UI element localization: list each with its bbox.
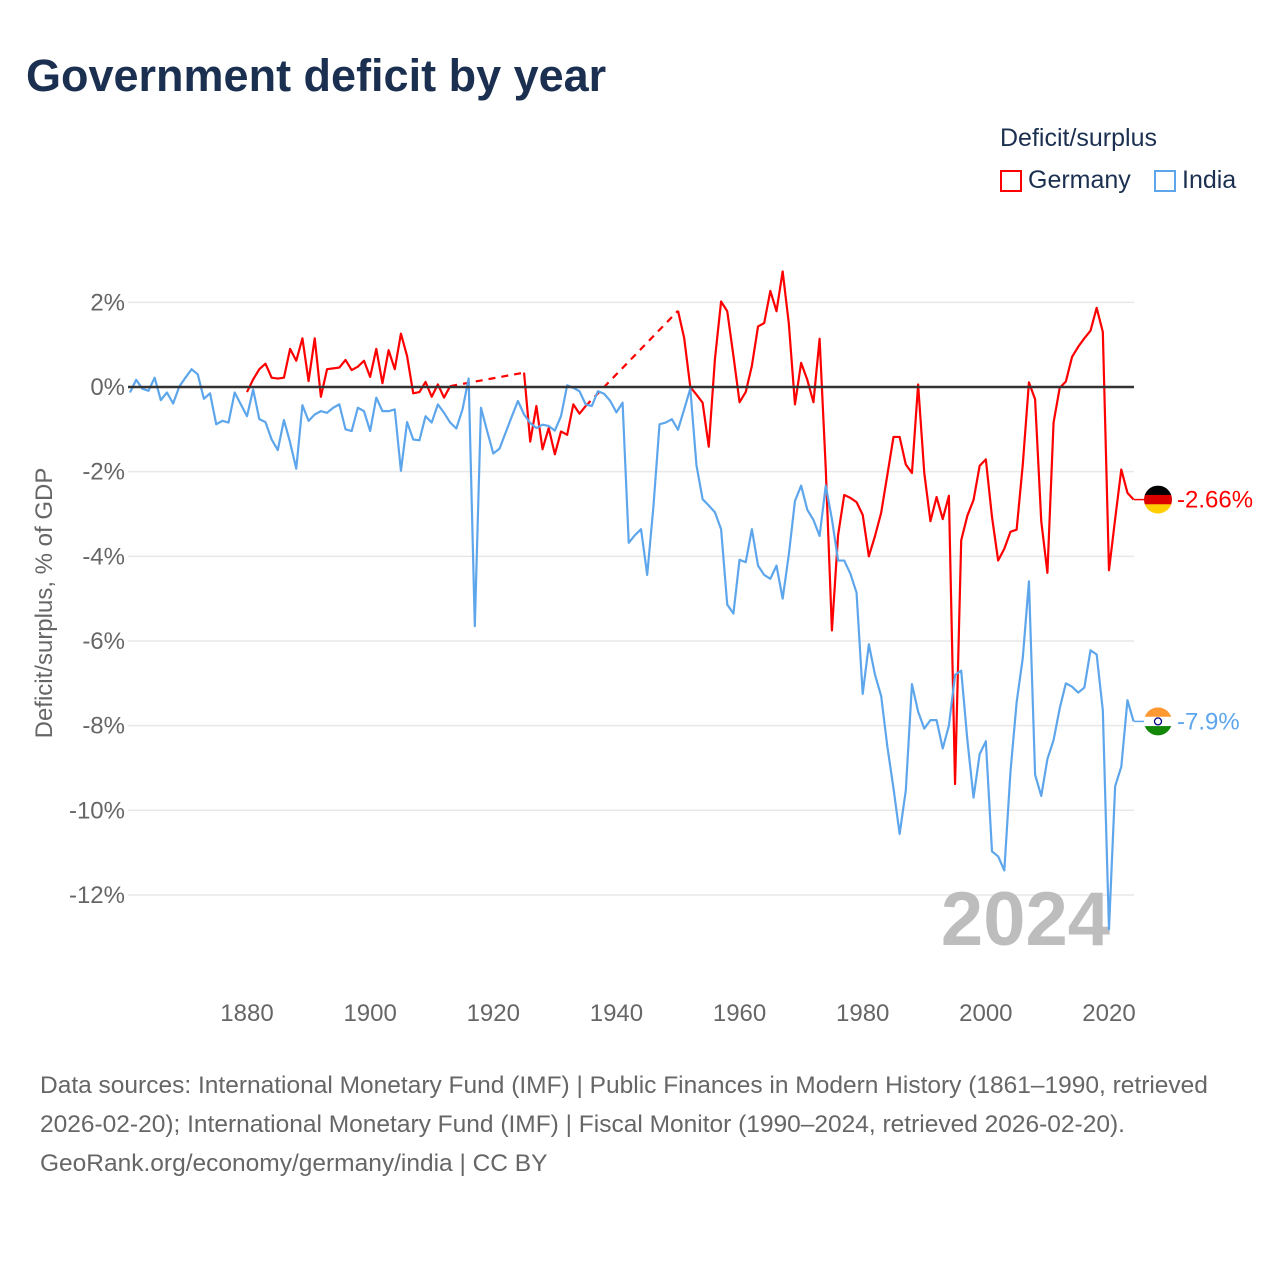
x-tick-label: 1920 [467, 1000, 520, 1027]
x-tick-label: 2020 [1082, 1000, 1135, 1027]
y-axis-label: Deficit/surplus, % of GDP [31, 468, 58, 739]
y-tick-label: 2% [90, 289, 125, 316]
x-tick-label: 1880 [220, 1000, 273, 1027]
series-line-germany [522, 372, 587, 456]
credit-link[interactable]: GeoRank.org/economy/germany/india | CC B… [40, 1150, 548, 1177]
legend-label-india: India [1182, 166, 1237, 194]
y-tick-label: -10% [69, 797, 125, 824]
y-tick-label: -6% [82, 628, 125, 655]
legend-item-germany[interactable]: Germany [1000, 166, 1131, 195]
x-tick-label: 1980 [836, 1000, 889, 1027]
y-tick-label: -2% [82, 459, 125, 486]
chart-title: Government deficit by year [26, 50, 607, 101]
flag-stripe [1144, 726, 1172, 736]
series-line-germany-gap [584, 310, 679, 407]
y-tick-label: -4% [82, 543, 125, 570]
year-watermark: 2024 [941, 877, 1110, 962]
flag-india-icon [1144, 707, 1172, 736]
x-tick-label: 1960 [713, 1000, 766, 1027]
series-line-germany-gap [449, 371, 525, 388]
flag-stripe [1144, 504, 1172, 514]
x-tick-label: 1900 [343, 1000, 396, 1027]
flag-stripe [1144, 716, 1172, 727]
end-label-germany: -2.66% [1177, 487, 1253, 514]
legend-label-germany: Germany [1028, 166, 1131, 194]
x-tick-label: 1940 [590, 1000, 643, 1027]
series-line-germany [246, 332, 452, 399]
legend-swatch-germany [1000, 169, 1022, 192]
flag-germany-icon [1144, 485, 1172, 514]
legend-title: Deficit/surplus [1000, 124, 1157, 152]
y-tick-label: 0% [90, 374, 125, 401]
series-line-india [129, 368, 1135, 931]
footer: Data sources: International Monetary Fun… [40, 1066, 1240, 1183]
data-sources: Data sources: International Monetary Fun… [40, 1072, 1208, 1138]
legend-item-india[interactable]: India [1154, 166, 1236, 195]
x-tick-label: 2000 [959, 1000, 1012, 1027]
legend-swatch-india [1154, 169, 1176, 192]
end-label-india: -7.9% [1177, 708, 1240, 735]
flag-chakra [1153, 717, 1163, 726]
y-tick-label: -12% [69, 882, 125, 909]
series-line-germany [676, 270, 1135, 786]
flag-stripe [1144, 485, 1172, 496]
y-tick-label: -8% [82, 713, 125, 740]
flag-stripe [1144, 707, 1172, 718]
flag-stripe [1144, 494, 1172, 505]
